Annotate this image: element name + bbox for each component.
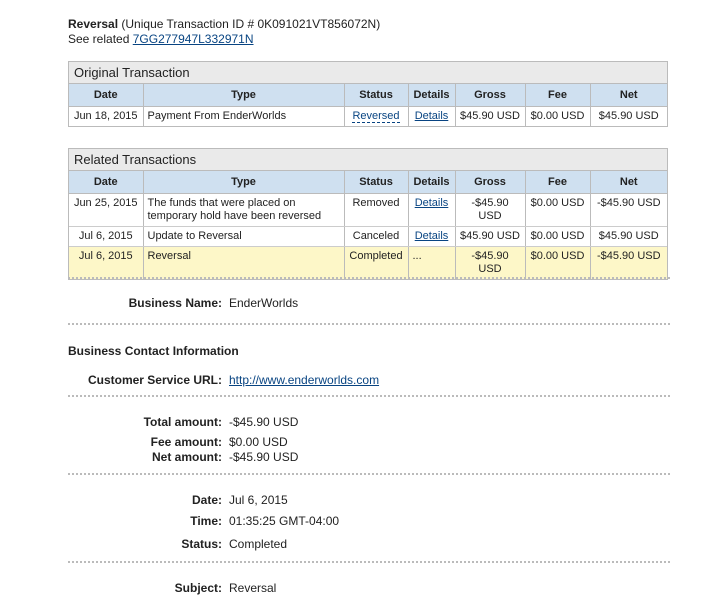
col-date: Date: [69, 84, 144, 107]
transaction-id: (Unique Transaction ID # 0K091021VT85607…: [121, 17, 381, 31]
date-label: Date:: [191, 493, 222, 507]
col-gross: Gross: [455, 84, 526, 107]
table-header-row: Date Type Status Details Gross Fee Net: [69, 84, 667, 107]
date-value: Jul 6, 2015: [229, 493, 288, 507]
cell-date: Jun 25, 2015: [69, 193, 144, 227]
cell-date: Jun 18, 2015: [69, 106, 144, 126]
fee-amount-label: Fee amount:: [150, 435, 222, 449]
subject-value: Reversal: [229, 581, 277, 595]
details-link[interactable]: Details: [414, 230, 449, 242]
fee-amount-value: $0.00 USD: [229, 435, 288, 449]
business-name-label: Business Name:: [128, 296, 222, 310]
col-fee: Fee: [525, 84, 591, 107]
table-row: Jul 6, 2015 Update to Reversal Canceled …: [69, 226, 667, 247]
customer-service-url-label: Customer Service URL:: [87, 373, 222, 387]
col-date: Date: [69, 171, 144, 194]
divider: [68, 323, 670, 325]
table-row-current: Jul 6, 2015 Reversal Completed ... -$45.…: [69, 246, 667, 279]
cell-type: Update to Reversal: [143, 226, 345, 247]
col-type: Type: [143, 84, 345, 107]
cell-details: Details: [408, 193, 456, 227]
divider: [68, 473, 670, 475]
col-gross: Gross: [455, 171, 526, 194]
time-value: 01:35:25 GMT-04:00: [229, 514, 340, 528]
cell-gross: $45.90 USD: [455, 226, 526, 247]
col-net: Net: [590, 171, 667, 194]
cell-details: ...: [408, 246, 456, 279]
net-amount-value: -$45.90 USD: [229, 450, 299, 464]
cell-type: The funds that were placed on temporary …: [143, 193, 345, 227]
time-label: Time:: [190, 514, 222, 528]
total-amount-label: Total amount:: [143, 415, 222, 429]
cell-net: $45.90 USD: [598, 110, 659, 122]
subject-label: Subject:: [174, 581, 222, 595]
cell-status: Completed: [344, 246, 409, 279]
col-status: Status: [344, 171, 409, 194]
original-transaction-caption: Original Transaction: [69, 62, 667, 84]
cell-fee: $0.00 USD: [525, 246, 591, 279]
cell-type: Payment From EnderWorlds: [143, 106, 345, 126]
col-details: Details: [408, 84, 456, 107]
cell-fee: $0.00 USD: [525, 106, 591, 126]
col-details: Details: [408, 171, 456, 194]
transaction-title-line: Reversal (Unique Transaction ID # 0K0910…: [68, 17, 380, 32]
cell-net: $45.90 USD: [590, 226, 667, 247]
customer-service-url-link[interactable]: http://www.enderworlds.com: [229, 373, 380, 387]
related-transactions-caption: Related Transactions: [69, 149, 667, 171]
cell-type: Reversal: [143, 246, 345, 279]
related-transactions-box: Related Transactions Date Type Status De…: [68, 148, 668, 280]
col-status: Status: [344, 84, 409, 107]
related-line: See related 7GG277947L332971N: [68, 32, 380, 47]
table-header-row: Date Type Status Details Gross Fee Net: [69, 171, 667, 194]
reversed-status-link[interactable]: Reversed: [352, 110, 400, 123]
business-name-value: EnderWorlds: [229, 296, 299, 310]
divider: [68, 277, 670, 279]
details-link[interactable]: Details: [414, 110, 449, 122]
cell-gross: -$45.90 USD: [455, 246, 526, 279]
table-row: Jun 18, 2015 Payment From EnderWorlds Re…: [69, 106, 667, 126]
related-prefix: See related: [68, 32, 130, 46]
cell-net: -$45.90 USD: [590, 193, 667, 227]
cell-net: -$45.90 USD: [590, 246, 667, 279]
col-net: Net: [590, 84, 667, 107]
business-contact-heading: Business Contact Information: [68, 344, 239, 358]
divider: [68, 395, 670, 397]
cell-date: Jul 6, 2015: [69, 246, 144, 279]
transaction-header: Reversal (Unique Transaction ID # 0K0910…: [68, 17, 380, 47]
original-transaction-table: Date Type Status Details Gross Fee Net J…: [69, 84, 667, 126]
status-value: Completed: [229, 537, 288, 551]
status-label: Status:: [181, 537, 222, 551]
cell-gross: -$45.90 USD: [455, 193, 526, 227]
table-row: Jun 25, 2015 The funds that were placed …: [69, 193, 667, 227]
total-amount-value: -$45.90 USD: [229, 415, 299, 429]
related-transactions-table: Date Type Status Details Gross Fee Net J…: [69, 171, 667, 279]
net-amount-label: Net amount:: [152, 450, 222, 464]
divider: [68, 561, 670, 563]
original-transaction-box: Original Transaction Date Type Status De…: [68, 61, 668, 127]
cell-date: Jul 6, 2015: [69, 226, 144, 247]
cell-details: Details: [408, 106, 456, 126]
col-fee: Fee: [525, 171, 591, 194]
cell-status: Removed: [344, 193, 409, 227]
cell-details: Details: [408, 226, 456, 247]
col-type: Type: [143, 171, 345, 194]
related-transaction-link[interactable]: 7GG277947L332971N: [132, 32, 254, 46]
cell-status: Canceled: [344, 226, 409, 247]
transaction-title: Reversal: [68, 17, 119, 31]
cell-status: Reversed: [344, 106, 409, 126]
cell-fee: $0.00 USD: [525, 226, 591, 247]
details-link[interactable]: Details: [414, 197, 449, 209]
cell-gross: $45.90 USD: [455, 106, 526, 126]
cell-fee: $0.00 USD: [525, 193, 591, 227]
